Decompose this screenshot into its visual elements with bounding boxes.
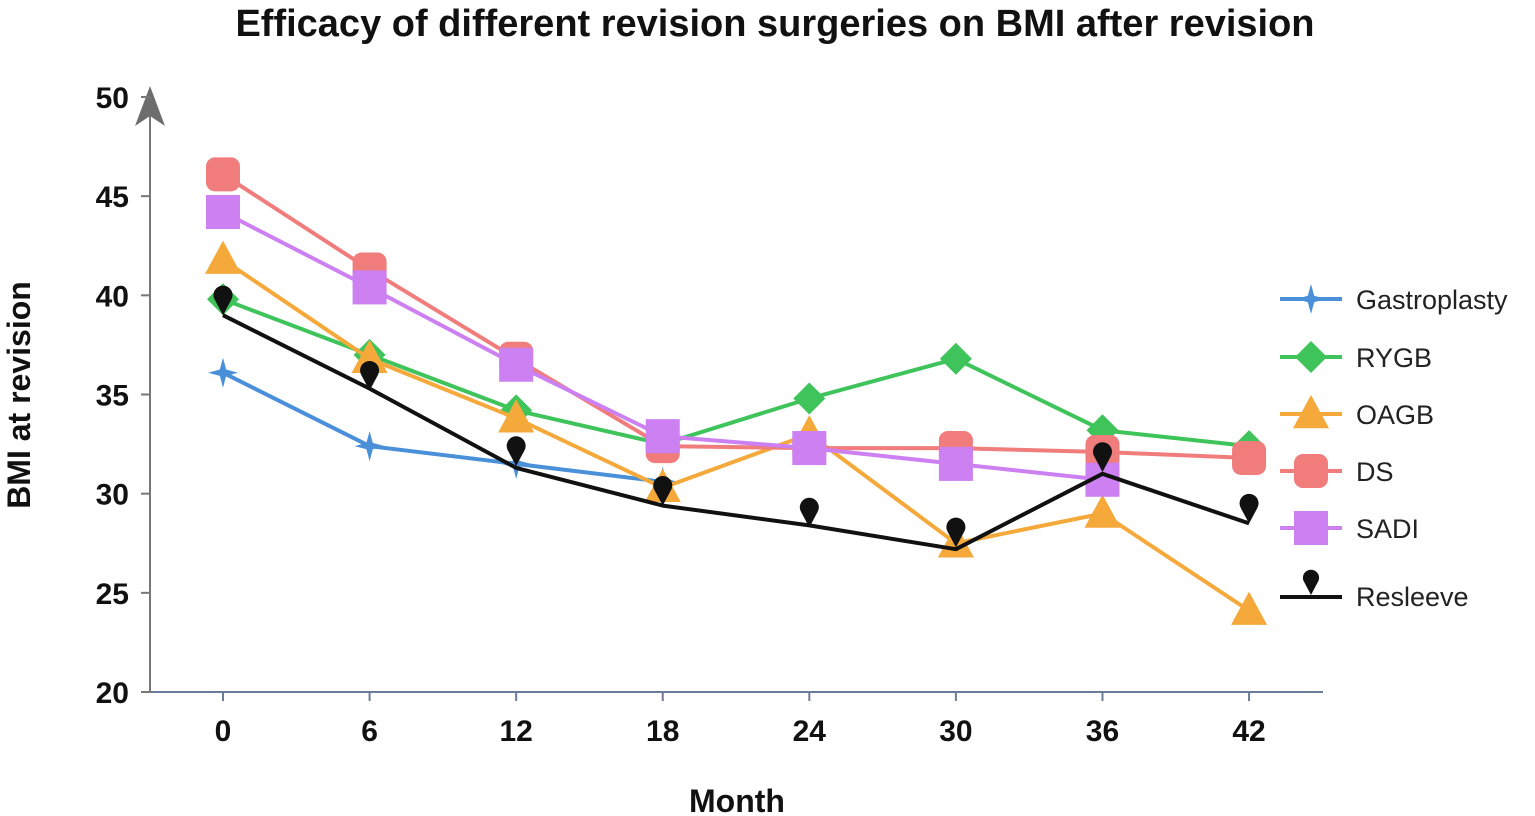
legend-item-rygb: RYGB — [1280, 341, 1432, 373]
y-axis-title: BMI at revision — [1, 281, 37, 509]
resleeve-series — [213, 285, 1259, 552]
x-tick-label: 18 — [646, 715, 679, 748]
oagb-marker — [351, 339, 388, 374]
sadi-marker — [352, 270, 387, 305]
oagb-marker — [1084, 494, 1121, 528]
legend-marker-ds — [1294, 454, 1328, 488]
y-tick-label: 25 — [96, 578, 129, 611]
legend-label-resleeve: Resleeve — [1356, 582, 1469, 612]
resleeve-marker — [946, 517, 966, 548]
x-tick-label: 30 — [939, 715, 972, 748]
sadi-marker — [645, 419, 680, 454]
rygb-line — [222, 297, 1250, 449]
legend-marker-rygb — [1295, 341, 1327, 373]
resleeve-marker — [1239, 493, 1259, 524]
gastroplasty-line — [222, 370, 663, 484]
x-tick-label: 12 — [499, 715, 532, 748]
legend-item-sadi: SADI — [1280, 511, 1419, 545]
axes: 20 25 30 35 40 45 50 0 6 12 18 24 30 36 42 — [96, 82, 1323, 748]
ds-marker — [206, 157, 240, 192]
legend-item-ds: DS — [1280, 454, 1394, 488]
oagb-marker — [498, 399, 535, 433]
y-tick-label: 30 — [96, 479, 129, 512]
legend-label-oagb: OAGB — [1356, 400, 1434, 430]
gastroplasty-marker — [354, 431, 385, 462]
ds-marker — [1232, 440, 1267, 475]
x-tick-label: 6 — [361, 715, 378, 748]
rygb-marker — [793, 382, 826, 415]
x-tick-label: 0 — [215, 715, 232, 748]
y-axis-arrow-icon — [135, 86, 165, 126]
resleeve-marker — [360, 360, 380, 391]
gastroplasty-marker — [208, 357, 238, 388]
y-tick-label: 50 — [96, 82, 129, 115]
resleeve-marker — [653, 475, 673, 506]
sadi-marker — [499, 347, 534, 382]
legend-marker-gastroplasty — [1296, 284, 1326, 314]
legend-label-ds: DS — [1356, 457, 1394, 487]
y-tick-label: 40 — [96, 280, 129, 313]
resleeve-marker — [799, 497, 819, 528]
x-axis-title: Month — [689, 783, 785, 816]
oagb-marker — [1231, 591, 1268, 625]
oagb-marker — [204, 240, 242, 274]
ds-line — [221, 172, 1250, 460]
resleeve-line — [222, 313, 1250, 552]
y-tick-label: 35 — [96, 380, 129, 413]
legend-marker-resleeve — [1302, 569, 1320, 595]
legend-item-resleeve: Resleeve — [1280, 569, 1469, 612]
x-tick-label: 42 — [1232, 715, 1265, 748]
chart-title: Efficacy of different revision surgeries… — [235, 3, 1314, 45]
legend-marker-oagb — [1292, 395, 1330, 429]
resleeve-marker — [213, 285, 233, 316]
legend-label-gastroplasty: Gastroplasty — [1356, 285, 1508, 315]
legend-item-oagb: OAGB — [1280, 395, 1434, 430]
x-tick-label: 24 — [793, 715, 827, 748]
series-layer — [204, 157, 1268, 625]
oagb-line — [221, 257, 1251, 613]
legend-label-rygb: RYGB — [1356, 343, 1432, 373]
y-tick-label: 20 — [96, 677, 129, 710]
sadi-marker — [792, 431, 827, 466]
y-tick-label: 45 — [96, 181, 129, 214]
legend-label-sadi: SADI — [1356, 514, 1419, 544]
legend: Gastroplasty RYGB OAGB DS SADI Resleeve — [1280, 284, 1508, 612]
resleeve-marker — [506, 436, 526, 467]
x-tick-label: 36 — [1086, 715, 1119, 748]
sadi-series — [206, 195, 1120, 497]
rygb-marker — [939, 342, 972, 375]
legend-item-gastroplasty: Gastroplasty — [1280, 284, 1508, 315]
sadi-marker — [938, 446, 973, 481]
legend-marker-sadi — [1294, 511, 1328, 545]
resleeve-marker — [1092, 442, 1112, 472]
sadi-marker — [206, 195, 240, 230]
